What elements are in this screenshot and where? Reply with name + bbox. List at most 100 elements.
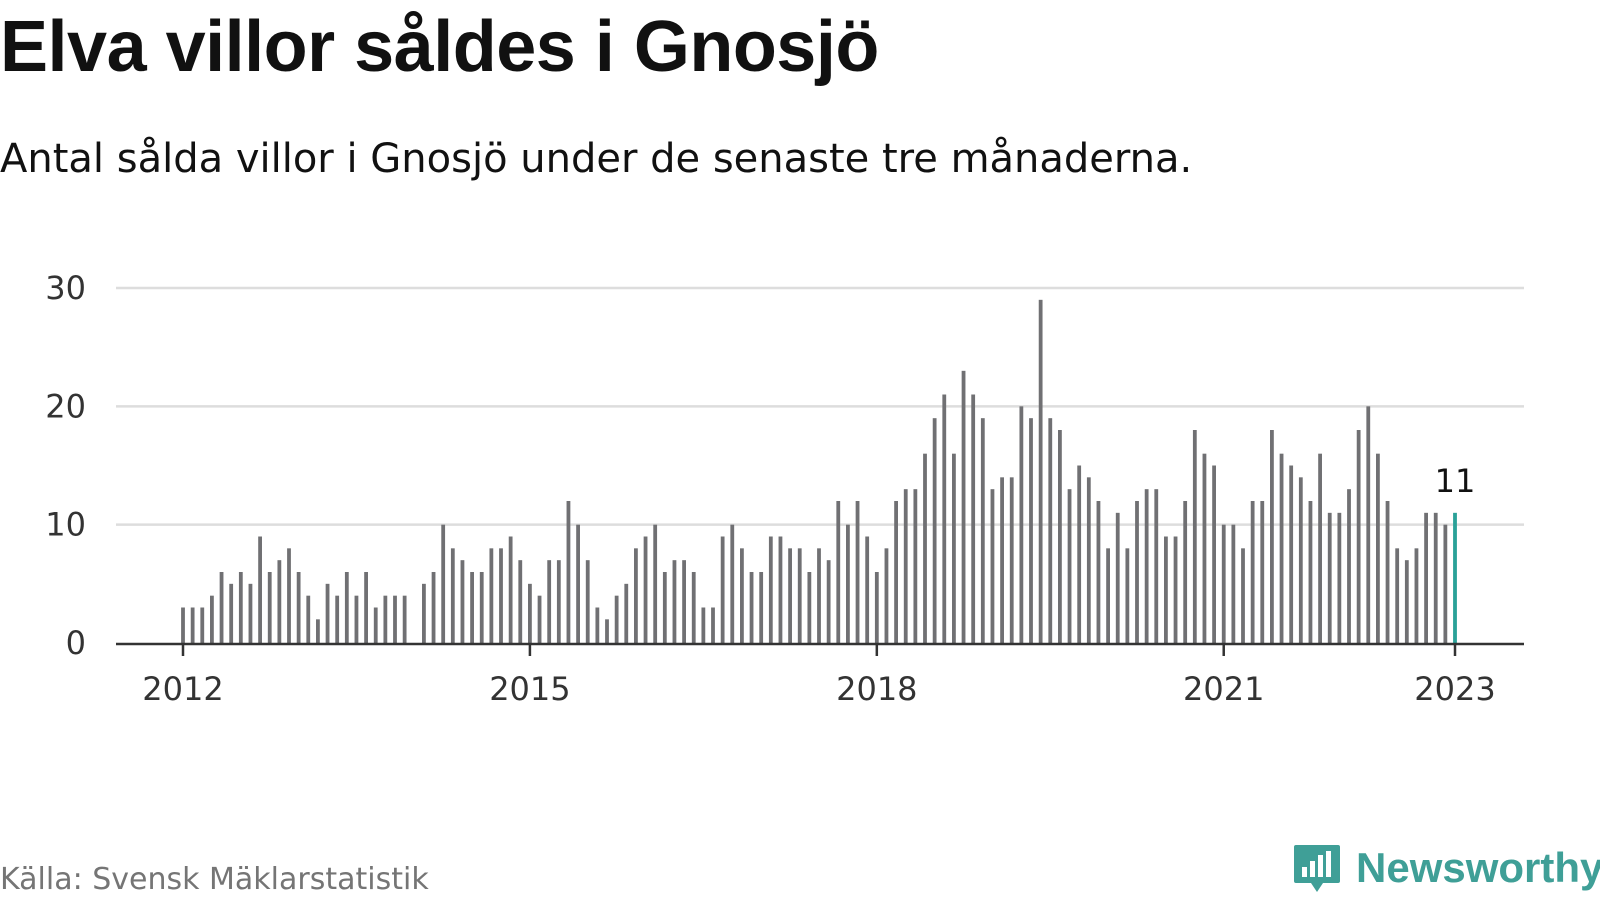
bar [1241, 548, 1245, 643]
chart-subtitle: Antal sålda villor i Gnosjö under de sen… [0, 136, 1193, 182]
bar [296, 572, 301, 643]
x-tick-label-2018: 2018 [836, 670, 917, 708]
bar [720, 536, 725, 643]
bar [537, 595, 542, 643]
bar [306, 595, 311, 643]
bar [219, 572, 224, 643]
bar [749, 572, 754, 643]
bar [364, 572, 368, 643]
bar [923, 453, 927, 643]
bar [344, 572, 349, 643]
bar [1038, 299, 1043, 643]
newsworthy-logo[interactable]: Newsworthy [1292, 843, 1600, 893]
bar [1366, 406, 1371, 643]
bar [190, 607, 195, 643]
bar [894, 501, 898, 643]
bar [547, 560, 552, 643]
bar [566, 501, 571, 643]
bar [865, 536, 870, 643]
bar [980, 418, 985, 643]
bar [393, 595, 397, 643]
bar [1298, 477, 1303, 643]
bar [614, 595, 619, 643]
bar [874, 572, 879, 643]
bar [1337, 512, 1342, 643]
bars [181, 299, 1457, 643]
bar [1231, 524, 1236, 643]
axes [116, 642, 1524, 656]
bar [1318, 453, 1322, 643]
bar [1250, 501, 1255, 643]
bar [624, 583, 629, 643]
bar [354, 595, 359, 643]
bar [489, 548, 494, 643]
bar [1404, 560, 1409, 643]
bar [1327, 512, 1332, 643]
bar [1424, 512, 1428, 643]
x-tick-label-2023: 2023 [1414, 670, 1495, 708]
bar [585, 560, 590, 643]
bar [990, 489, 995, 643]
bar [1125, 548, 1130, 643]
bar [460, 560, 465, 643]
bar [325, 583, 330, 643]
bar [1183, 501, 1188, 643]
bar [1395, 548, 1400, 643]
bar [422, 583, 426, 643]
bar [1279, 453, 1284, 643]
bar [229, 583, 234, 643]
bar [1009, 477, 1014, 643]
bar [1433, 512, 1438, 643]
bar [210, 595, 214, 643]
brand-name: Newsworthy [1356, 844, 1600, 891]
x-tick-label-2021: 2021 [1183, 670, 1264, 708]
bar [450, 548, 455, 643]
bar [335, 595, 340, 643]
bar [1289, 465, 1294, 643]
labels: 0 10 20 30 2012 2015 2018 2021 2023 11 [45, 269, 1495, 708]
bar [672, 560, 677, 643]
bar [884, 548, 889, 643]
bar [817, 548, 821, 643]
bar [643, 536, 648, 643]
bar [383, 595, 388, 643]
bar [1000, 477, 1004, 643]
y-tick-label-0: 0 [66, 624, 86, 662]
bar [1376, 453, 1380, 643]
bar [508, 536, 513, 643]
bar [267, 572, 272, 643]
bar [277, 560, 282, 643]
bar [797, 548, 802, 643]
bar [662, 572, 667, 643]
bar [711, 607, 715, 643]
bar [1308, 501, 1313, 643]
bar [913, 489, 918, 643]
bar [1058, 430, 1062, 643]
bar [759, 572, 764, 643]
bar [1019, 406, 1024, 643]
bar [1270, 430, 1274, 643]
bar [952, 453, 956, 643]
y-tick-label-10: 10 [45, 506, 86, 544]
bar [248, 583, 253, 643]
bar [1135, 501, 1139, 643]
bar [1067, 489, 1072, 643]
bar-highlight [1453, 512, 1457, 643]
bar [316, 619, 320, 643]
bar [730, 524, 735, 643]
bar [942, 394, 947, 643]
bar [971, 394, 976, 643]
bar [846, 524, 850, 643]
bar [1115, 512, 1120, 643]
x-tick-label-2015: 2015 [489, 670, 570, 708]
bar [470, 572, 474, 643]
bar [1096, 501, 1101, 643]
bar [807, 572, 812, 643]
bar [903, 489, 908, 643]
bar [1260, 501, 1265, 643]
chart-title: Elva villor såldes i Gnosjö [0, 7, 879, 87]
bar [518, 560, 523, 643]
bar [1202, 453, 1207, 643]
bar [605, 619, 609, 643]
